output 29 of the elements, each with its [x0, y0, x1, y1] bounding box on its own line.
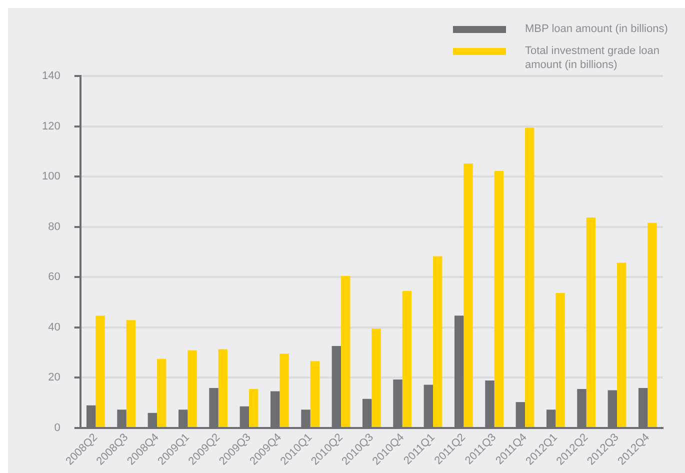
- bar: [464, 163, 473, 427]
- y-tick-label: 60: [48, 271, 60, 284]
- bar: [494, 171, 504, 427]
- bar: [372, 328, 381, 427]
- y-tick-label: 100: [42, 170, 60, 183]
- y-tick-label: 80: [48, 220, 60, 233]
- y-tick-label: 40: [48, 321, 60, 334]
- bar: [556, 292, 565, 427]
- bar: [525, 128, 534, 427]
- bar: [341, 276, 350, 427]
- bar: [310, 361, 320, 427]
- bar: [586, 218, 596, 427]
- y-tick-label: 20: [48, 372, 60, 384]
- bar: [96, 316, 105, 427]
- legend-label: MBP loan amount (in billions): [525, 22, 668, 36]
- bar: [433, 256, 442, 427]
- bar: [280, 354, 289, 427]
- y-tick-label: 120: [42, 120, 60, 132]
- bar: [157, 358, 166, 427]
- bar: [648, 222, 657, 427]
- bar: [249, 389, 258, 427]
- legend-label: Total investment grade loan amount (in billions): [525, 44, 661, 72]
- y-tick-label: 140: [42, 70, 60, 82]
- bar: [126, 320, 136, 427]
- bar: [617, 262, 626, 427]
- bar: [188, 350, 197, 427]
- y-tick-label: 0: [54, 422, 60, 434]
- bar: [402, 290, 412, 427]
- bar: [218, 349, 228, 427]
